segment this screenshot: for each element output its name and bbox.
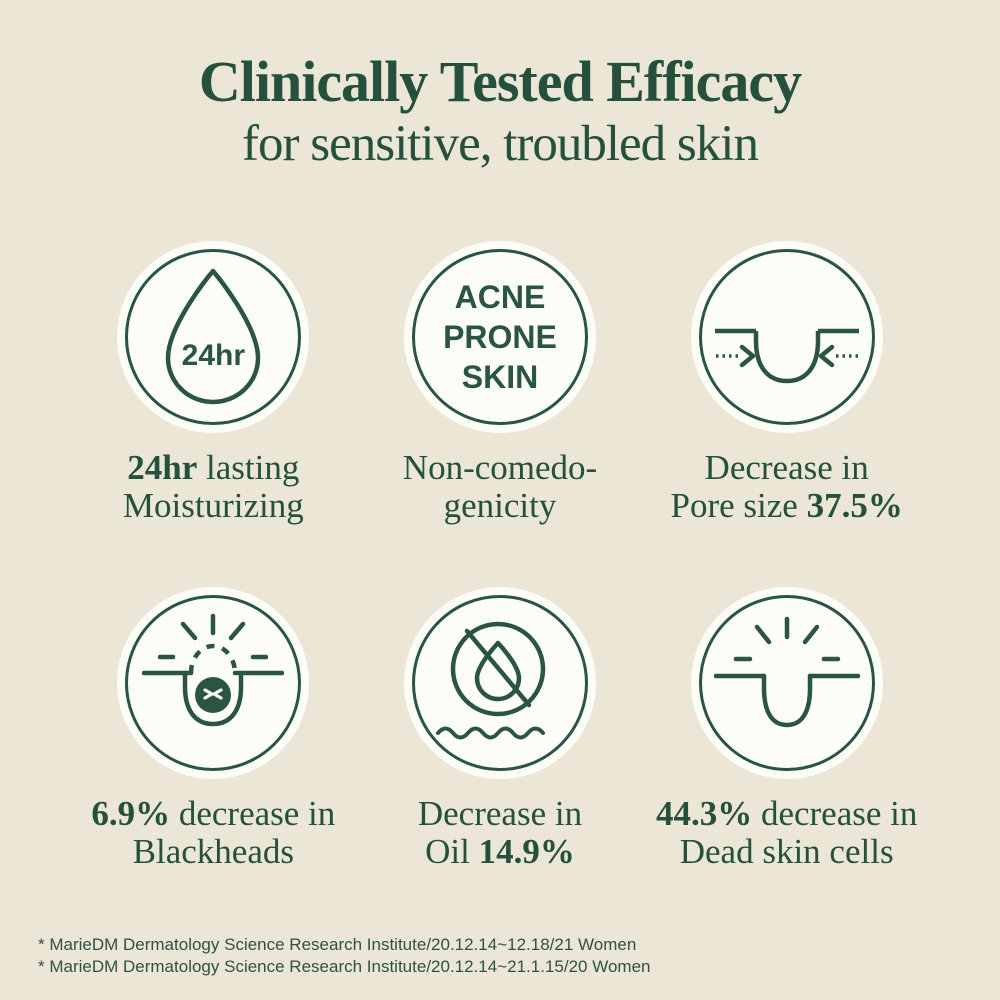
caption-line-2: Oil 14.9%	[418, 833, 582, 871]
caption: 6.9% decrease in Blackheads	[91, 795, 335, 871]
caption-text: Oil	[425, 832, 479, 871]
acne-prone-skin-icon: ACNE PRONE SKIN	[404, 241, 596, 433]
caption-line-1: 44.3% decrease in	[656, 795, 917, 833]
caption-line-1: Decrease in	[418, 795, 582, 833]
caption-line-1: Decrease in	[670, 449, 902, 487]
acne-label-line: ACNE	[454, 279, 546, 315]
caption-text: Decrease in	[417, 794, 583, 833]
icon-ring	[125, 595, 302, 771]
icon-disc: 24hr	[117, 241, 310, 433]
caption: Decrease in Oil 14.9%	[418, 795, 582, 871]
header: Clinically Tested Efficacy for sensitive…	[0, 0, 1000, 172]
icon-ring	[411, 595, 588, 771]
footnotes: * MarieDM Dermatology Science Research I…	[38, 934, 650, 978]
card-dead-skin-cells: 44.3% decrease in Dead skin cells	[656, 587, 917, 871]
acne-label-line: SKIN	[461, 359, 539, 395]
icon-ring	[125, 249, 302, 425]
pore-size-decrease-icon	[714, 328, 859, 384]
card-pore-size: Decrease in Pore size 37.5%	[670, 241, 903, 525]
no-oil-decrease-icon	[435, 621, 546, 740]
caption-bold: 37.5%	[806, 486, 903, 525]
caption-text: decrease in	[752, 794, 918, 833]
icon-ring	[698, 595, 875, 771]
caption-line-2: Blackheads	[91, 833, 335, 871]
caption-text: Blackheads	[132, 832, 294, 871]
icon-disc	[403, 587, 596, 779]
caption: 24hr lasting Moisturizing	[123, 449, 304, 525]
caption-text: lasting	[197, 448, 300, 487]
icon-disc	[117, 587, 310, 779]
icon-disc: ACNE PRONE SKIN	[403, 241, 596, 433]
icon-ring	[411, 249, 588, 425]
caption-line-2: Pore size 37.5%	[670, 487, 902, 525]
caption-text: Dead skin cells	[679, 832, 894, 871]
caption-bold: 44.3%	[655, 794, 753, 833]
caption-bold: 24hr	[127, 448, 198, 487]
card-blackheads: 6.9% decrease in Blackheads	[91, 587, 335, 871]
icon-disc	[690, 587, 883, 779]
caption-text: Moisturizing	[122, 486, 304, 525]
page-title: Clinically Tested Efficacy	[198, 49, 802, 114]
card-oil: Decrease in Oil 14.9%	[403, 587, 596, 871]
caption-line-1: 24hr lasting	[123, 449, 304, 487]
icon-disc	[690, 241, 883, 433]
caption-text: decrease in	[170, 794, 336, 833]
caption-line-1: Non-comedo-	[403, 449, 597, 487]
caption-text: genicity	[443, 486, 557, 525]
caption-line-2: Dead skin cells	[656, 833, 917, 871]
page-subtitle: for sensitive, troubled skin	[242, 116, 759, 173]
dead-skin-cells-decrease-icon	[713, 616, 860, 728]
caption-bold: 14.9%	[478, 832, 575, 871]
water-drop-24hr-label: 24hr	[179, 339, 248, 372]
caption-line-2: genicity	[403, 487, 597, 525]
caption-line-2: Moisturizing	[123, 487, 304, 525]
blackhead-decrease-icon	[142, 613, 285, 727]
caption-line-1: 6.9% decrease in	[91, 795, 335, 833]
caption: 44.3% decrease in Dead skin cells	[656, 795, 917, 871]
caption-bold: 6.9%	[91, 794, 171, 833]
caption: Decrease in Pore size 37.5%	[670, 449, 902, 525]
caption-text: Decrease in	[704, 448, 869, 487]
icon-ring	[698, 249, 875, 425]
acne-label-line: PRONE	[443, 319, 557, 355]
water-drop-24hr-icon	[166, 268, 261, 405]
caption-text: Pore size	[670, 486, 807, 525]
card-non-comedogenicity: ACNE PRONE SKIN Non-comedo- genicity	[403, 241, 597, 525]
footnote-line-2: * MarieDM Dermatology Science Research I…	[38, 957, 651, 976]
card-24hr-moisturizing: 24hr 24hr lasting Moisturizing	[117, 241, 310, 525]
efficacy-grid: 24hr 24hr lasting Moisturizing ACNE PRON…	[70, 241, 930, 871]
caption: Non-comedo- genicity	[403, 449, 597, 525]
footnote-line-1: * MarieDM Dermatology Science Research I…	[38, 935, 637, 954]
caption-text: Non-comedo-	[402, 448, 598, 487]
